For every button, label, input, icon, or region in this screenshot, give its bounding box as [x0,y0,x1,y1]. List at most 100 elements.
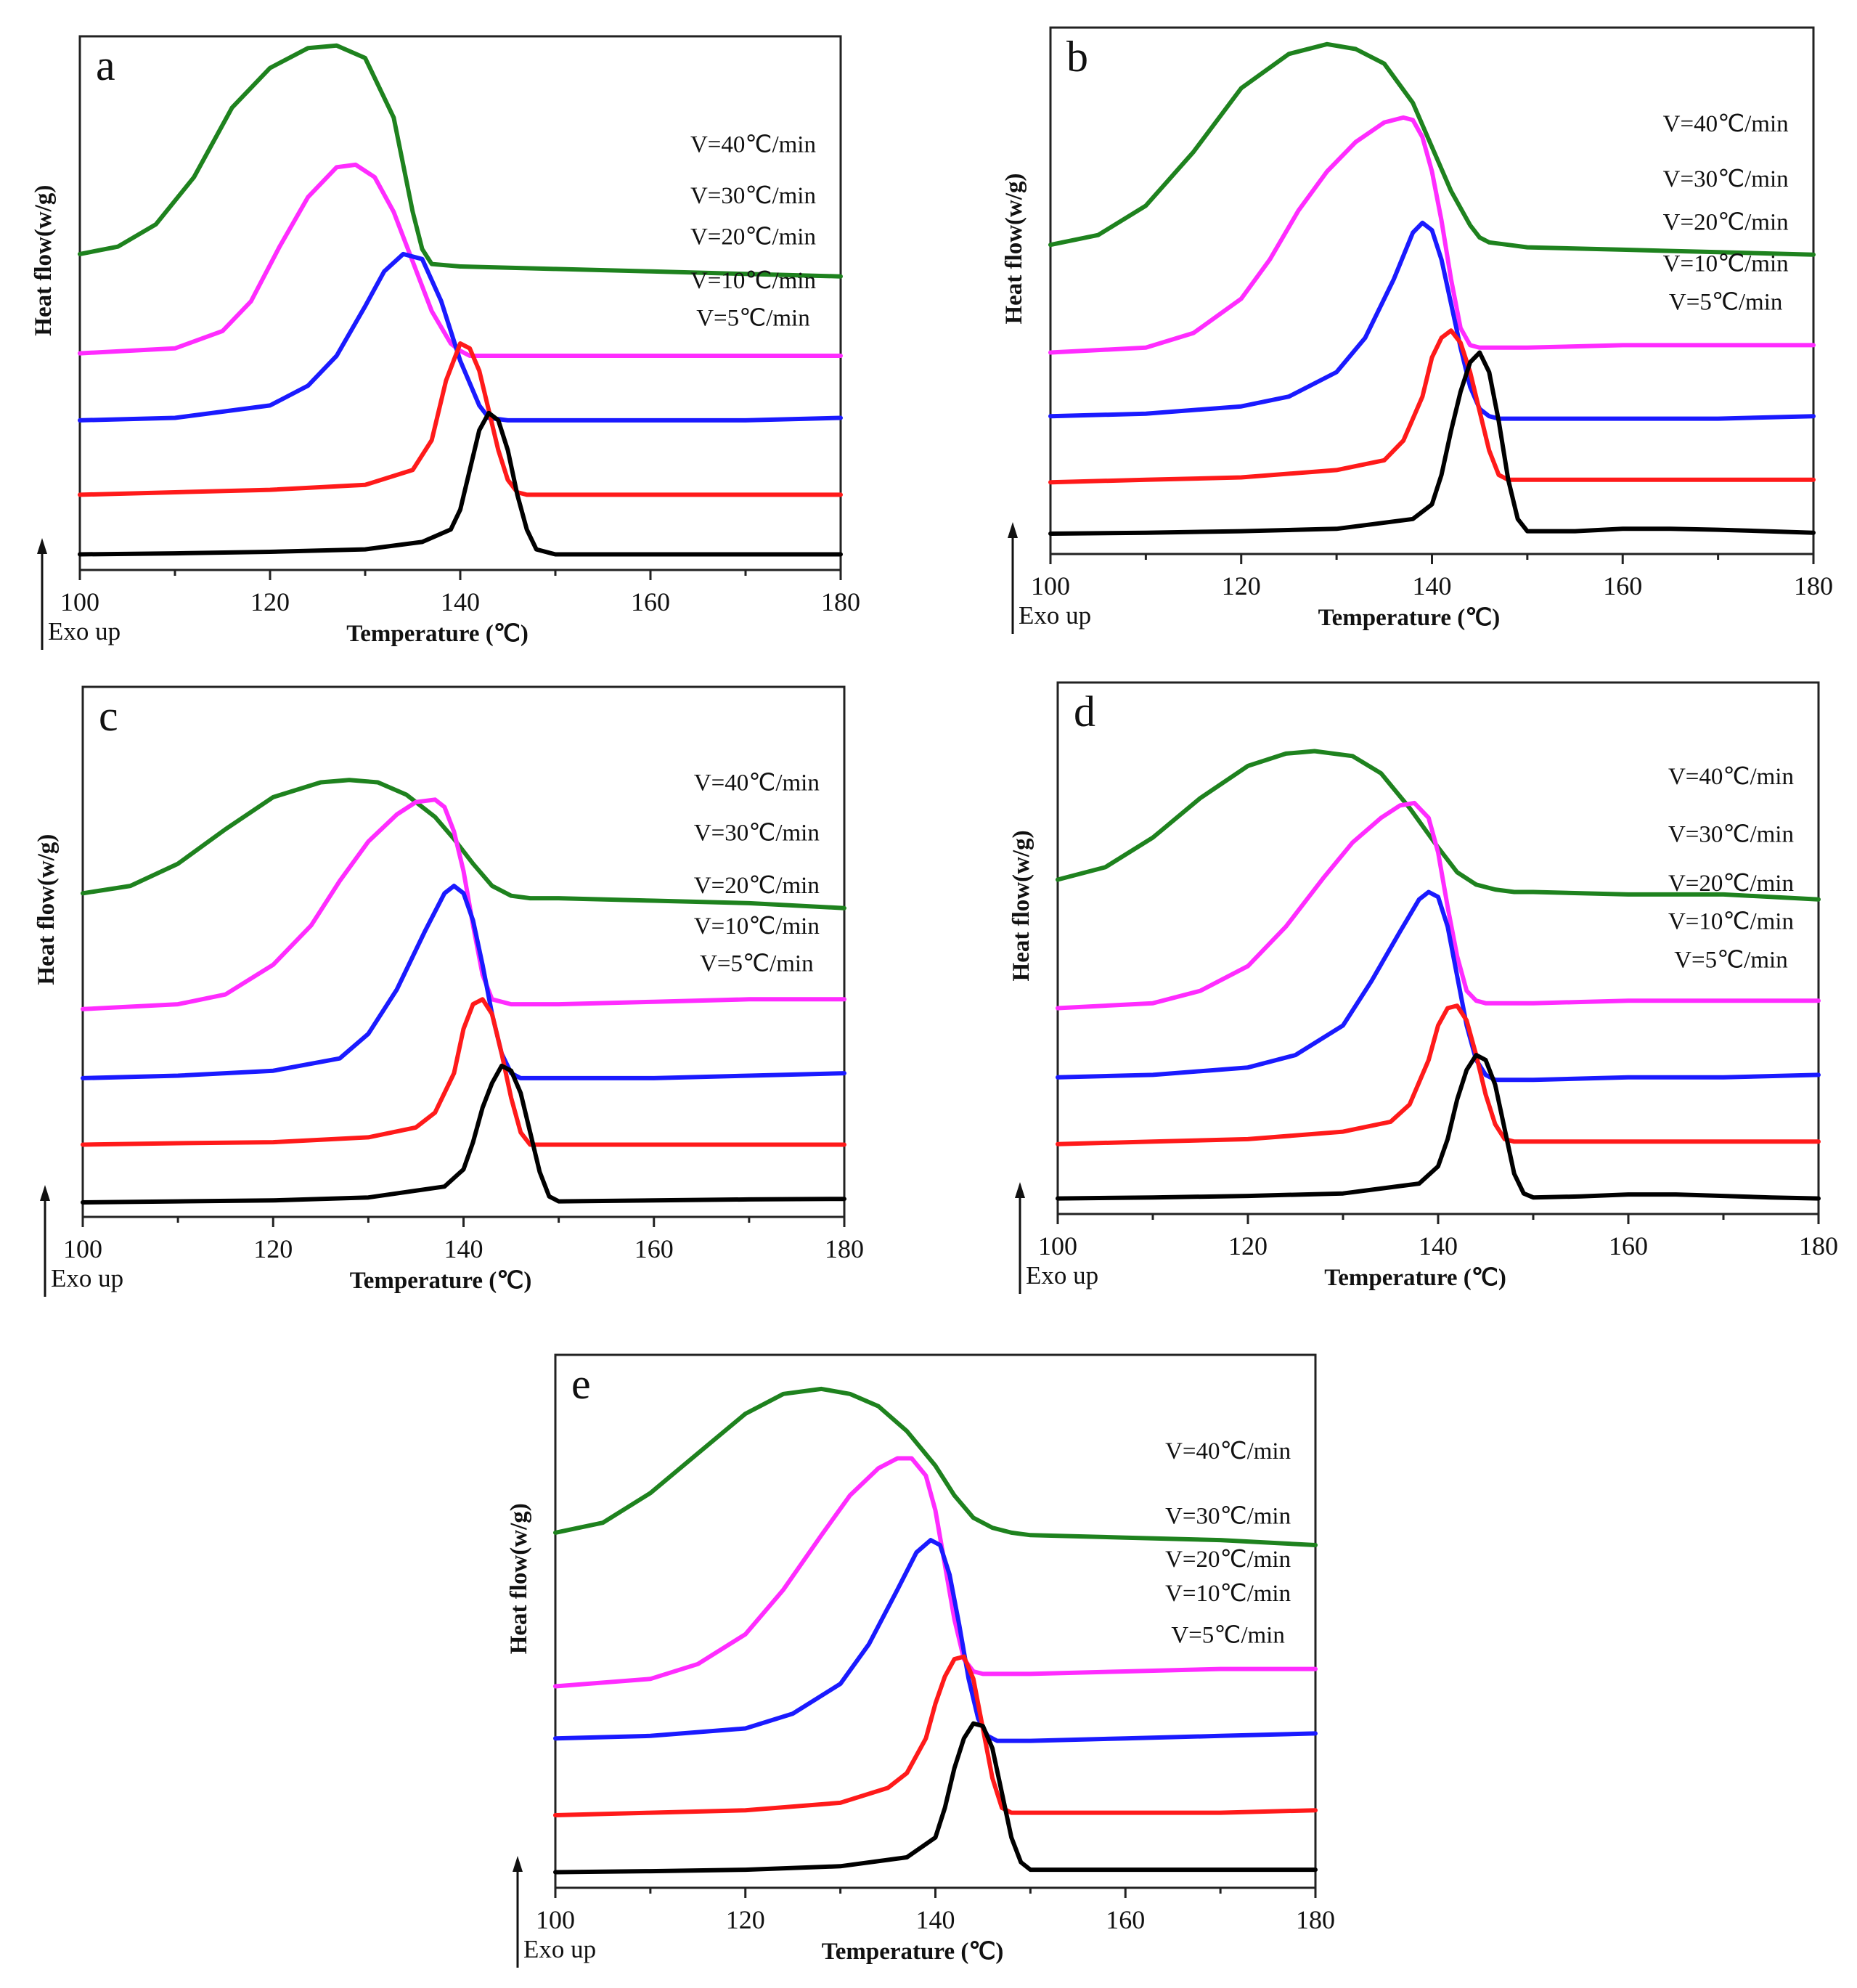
exo-up-arrowhead [1015,1182,1025,1198]
series-line-V=40℃/min [1048,41,1816,257]
panel-c: 100 120 140 160 180 Temperature (℃) Heat flow(… [33,685,864,1297]
x-tick-label: 140 [1419,1231,1458,1260]
series-line-V=5℃/min [78,410,843,557]
series-label: V=10℃/min [1668,909,1794,935]
series-line-V=30℃/min [553,1456,1318,1689]
series-label: V=20℃/min [1668,871,1794,897]
exo-up-label: Exo up [48,617,121,645]
x-tick-label: 160 [1609,1231,1648,1260]
series-label: V=5℃/min [1171,1622,1285,1648]
series-line-V=10℃/min [81,997,846,1147]
y-axis-label: Heat flow(w/g) [1001,173,1027,324]
series-label: V=40℃/min [1165,1438,1291,1464]
x-tick-label: 180 [825,1234,864,1263]
x-axis-label: Temperature (℃) [822,1939,1004,1965]
series-line-V=30℃/min [1048,115,1816,355]
y-axis-label: Heat flow(w/g) [506,1503,532,1654]
panel-letter: a [96,41,115,89]
series-label: V=30℃/min [694,820,820,847]
x-tick-label: 120 [726,1905,765,1934]
x-tick-label: 100 [1031,571,1070,600]
panel-b: 100 120 140 160 180 Temperature (℃) Heat flow(… [1001,26,1833,634]
x-tick-label: 120 [250,587,290,616]
x-tick-label: 140 [444,1234,483,1263]
x-axis-label: Temperature (℃) [346,621,528,647]
x-tick-label: 140 [1413,571,1452,600]
series-label: V=10℃/min [1663,251,1789,277]
series-line-V=20℃/min [1056,889,1821,1083]
x-axis-label: Temperature (℃) [1324,1265,1506,1291]
series-label: V=30℃/min [690,183,816,209]
series-label: V=30℃/min [1663,166,1789,192]
series-line-V=10℃/min [78,341,843,497]
x-tick-label: 180 [1799,1231,1838,1260]
series-line-V=5℃/min [1048,350,1816,536]
series-line-V=10℃/min [553,1654,1318,1817]
series-label: V=10℃/min [1165,1581,1291,1607]
series-line-V=5℃/min [1056,1053,1821,1201]
series-line-V=30℃/min [78,162,843,358]
series-line-V=40℃/min [81,778,846,911]
y-axis-label: Heat flow(w/g) [1008,830,1034,981]
series-line-V=40℃/min [78,43,843,279]
panel-d: 100 120 140 160 180 Temperature (℃) Heat flow(… [1008,681,1838,1294]
y-axis-label: Heat flow(w/g) [30,185,57,336]
x-tick-label: 100 [1038,1231,1077,1260]
series-label: V=5℃/min [1674,947,1788,973]
series-line-V=30℃/min [81,797,846,1011]
x-tick-label: 160 [1106,1905,1145,1934]
series-label: V=10℃/min [690,268,816,294]
series-line-V=5℃/min [553,1721,1318,1875]
x-tick-label: 180 [1794,571,1833,600]
panel-e: 100 120 140 160 180 Temperature (℃) Heat flow(… [506,1353,1335,1968]
series-label: V=10℃/min [694,913,820,940]
series-line-V=10℃/min [1056,1003,1821,1146]
plot-frame [554,1353,1317,1889]
series-line-V=5℃/min [81,1063,846,1205]
series-line-V=20℃/min [553,1538,1318,1743]
series-label: V=40℃/min [694,770,820,796]
x-tick-label: 180 [1296,1905,1335,1934]
series-line-V=40℃/min [553,1386,1318,1547]
series-line-V=20℃/min [1048,220,1816,421]
x-tick-label: 140 [916,1905,955,1934]
series-label: V=40℃/min [1668,764,1794,790]
series-label: V=5℃/min [696,305,810,331]
x-tick-label: 120 [1228,1231,1268,1260]
series-label: V=20℃/min [690,224,816,250]
exo-up-label: Exo up [1019,601,1091,630]
x-tick-label: 180 [821,587,860,616]
x-axis-label: Temperature (℃) [350,1268,532,1294]
series-label: V=30℃/min [1668,822,1794,848]
exo-up-label: Exo up [1026,1261,1098,1290]
series-label: V=5℃/min [700,950,814,977]
x-tick-label: 100 [536,1905,575,1934]
panel-letter: d [1074,688,1095,736]
series-line-V=30℃/min [1056,800,1821,1011]
series-line-V=20℃/min [81,884,846,1080]
series-line-V=40℃/min [1056,749,1821,902]
exo-up-arrowhead [40,1185,50,1201]
series-label: V=20℃/min [694,873,820,899]
panel-a: 100 120 140 160 180 Temperature (℃) Heat flow(… [30,35,860,650]
series-label: V=20℃/min [1165,1547,1291,1573]
exo-up-arrowhead [513,1856,523,1872]
x-tick-label: 160 [631,587,670,616]
x-axis-label: Temperature (℃) [1318,605,1501,631]
x-tick-label: 160 [634,1234,674,1263]
exo-up-arrowhead [37,538,47,554]
x-tick-label: 100 [63,1234,102,1263]
x-tick-label: 160 [1603,571,1642,600]
series-line-V=20℃/min [78,251,843,423]
series-line-V=10℃/min [1048,328,1816,485]
series-label: V=30℃/min [1165,1504,1291,1530]
x-tick-label: 120 [1222,571,1261,600]
x-tick-label: 140 [441,587,480,616]
panel-letter: c [99,692,118,740]
panel-letter: b [1066,33,1088,81]
x-tick-label: 100 [60,587,99,616]
series-label: V=40℃/min [1663,111,1789,137]
series-label: V=5℃/min [1669,290,1783,316]
y-axis-label: Heat flow(w/g) [33,834,60,985]
